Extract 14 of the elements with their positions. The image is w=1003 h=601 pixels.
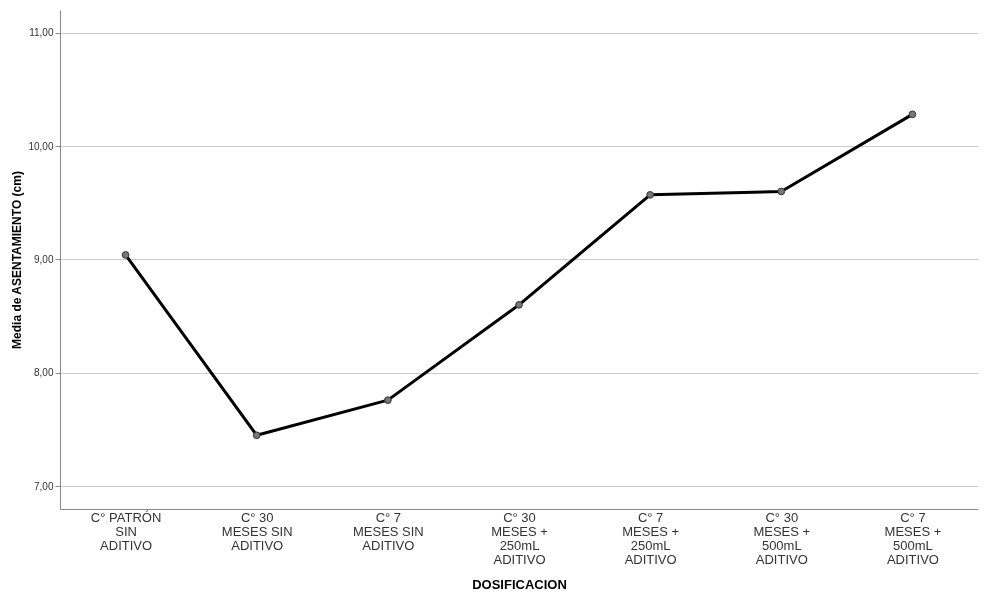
y-tick-label: 10,00 <box>28 140 54 152</box>
x-tick-label: C° 30 MESES + 500mL ADITIVO <box>753 509 811 567</box>
x-tick-label: C° 7 MESES + 250mL ADITIVO <box>622 509 679 567</box>
x-tick-label: C° 7 MESES SIN ADITIVO <box>352 509 424 553</box>
x-tick-label: C° 30 MESES SIN ADITIVO <box>221 509 293 553</box>
y-tick-label: 7,00 <box>34 480 54 492</box>
x-axis-title: DOSIFICACION <box>472 576 567 592</box>
x-tick-label: C° 7 MESES + 500mL ADITIVO <box>884 509 942 567</box>
y-tick-label: 9,00 <box>34 254 54 265</box>
y-tick-label: 8,00 <box>34 367 54 379</box>
x-tick-label: C° 30 MESES + 250mL ADITIVO <box>491 509 548 567</box>
y-tick-label: 11,00 <box>29 27 54 39</box>
y-axis-title: Media de ASENTAMIENTO (cm) <box>10 171 25 349</box>
x-tick-label: C° PATRÓN SIN ADITIVO <box>90 509 162 553</box>
